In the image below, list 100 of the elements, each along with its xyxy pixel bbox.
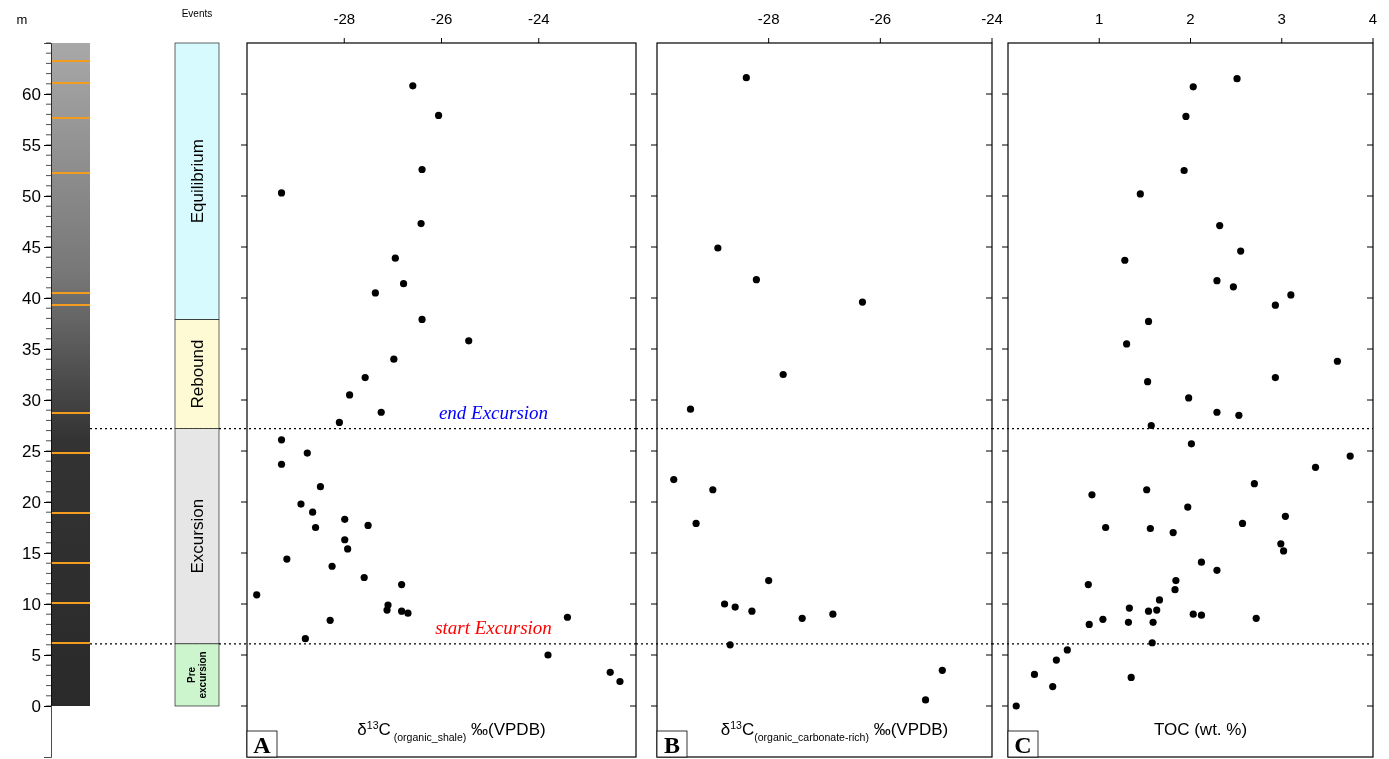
point (1155, 596, 1164, 604)
point (328, 562, 336, 570)
series-label: Pre excursion (186, 651, 208, 699)
point (921, 696, 930, 704)
annotation: C (1014, 732, 1032, 758)
point (714, 244, 722, 252)
point (1189, 83, 1197, 91)
point (1216, 221, 1224, 230)
point (1180, 166, 1188, 175)
point (1250, 480, 1258, 488)
point (311, 523, 320, 532)
point (1125, 604, 1133, 612)
point (283, 555, 291, 563)
point (277, 460, 286, 468)
point (316, 483, 325, 491)
point (692, 519, 700, 528)
point (1346, 452, 1354, 460)
point (720, 600, 729, 608)
y-tick-label: 60 (22, 84, 41, 104)
ref-line-label: start Excursion (435, 616, 552, 638)
point (1084, 581, 1092, 589)
point (1146, 524, 1154, 533)
point (1102, 523, 1110, 532)
point (1271, 373, 1279, 382)
annotation: A (253, 732, 272, 758)
x-tick-label: -26 (430, 10, 453, 27)
series-label: Equilibrium (187, 139, 207, 224)
point (563, 613, 572, 621)
point (1229, 283, 1237, 291)
y-axis-title: m (16, 12, 28, 27)
point (277, 189, 286, 197)
point (1185, 394, 1193, 402)
point (404, 609, 412, 617)
y-tick-label: 55 (22, 135, 41, 155)
point (1085, 620, 1093, 628)
point (301, 635, 309, 643)
point (1127, 673, 1135, 682)
point (1147, 421, 1155, 430)
point (303, 449, 311, 457)
y-tick-label: 35 (22, 339, 41, 359)
point (344, 545, 352, 553)
point (1189, 610, 1197, 618)
point (1287, 291, 1295, 299)
point (1088, 491, 1096, 499)
point (1148, 639, 1156, 647)
point (417, 219, 425, 228)
point (1235, 411, 1243, 419)
x-tick-label: -24 (981, 10, 1003, 27)
point (1063, 646, 1071, 654)
point (731, 603, 739, 611)
y-tick-label: 10 (22, 594, 41, 614)
point (1197, 611, 1206, 619)
point (1252, 614, 1260, 622)
point (1184, 503, 1192, 511)
point (1136, 190, 1144, 198)
x-tick-label: -28 (757, 10, 780, 27)
point (829, 610, 837, 618)
x-axis-title: δ$^{13}$C$_{(organic_carbonate-rich)}$ ‰(VPDB) (720, 719, 949, 743)
point (409, 82, 417, 90)
y-tick-label: 20 (22, 492, 41, 512)
series-label: Excursion (187, 498, 207, 574)
point (1281, 512, 1289, 520)
point (1277, 540, 1285, 548)
point (1213, 277, 1221, 285)
point (1121, 256, 1129, 264)
point (1213, 566, 1221, 574)
point (277, 436, 286, 444)
y-tick-label: 5 (31, 645, 41, 665)
point (752, 276, 760, 284)
point (1171, 586, 1179, 594)
y-tick-label: 50 (22, 186, 41, 206)
y-tick-label: 45 (22, 237, 41, 257)
point (1144, 378, 1152, 386)
point (377, 408, 385, 416)
point (1149, 618, 1157, 626)
point (341, 536, 349, 544)
point (1144, 317, 1153, 326)
x-tick-label: 3 (1277, 10, 1286, 27)
point (1237, 247, 1245, 255)
point (1187, 440, 1196, 448)
point (606, 668, 614, 676)
point (341, 515, 349, 523)
point (686, 405, 695, 413)
point (434, 111, 443, 120)
point (1169, 529, 1177, 537)
point (726, 641, 734, 649)
point (360, 573, 368, 582)
point (399, 280, 408, 288)
x-axis-title: TOC (wt. %) (1153, 720, 1248, 739)
point (297, 500, 305, 508)
chart-title: Events (181, 8, 213, 19)
point (779, 370, 787, 379)
point (1197, 558, 1206, 566)
point (1182, 112, 1190, 121)
x-axis-title: δ$^{13}$C $_{(organic_shale)}$ ‰(VPDB) (357, 719, 546, 743)
x-tick-label: 4 (1368, 10, 1378, 27)
point (1333, 357, 1342, 365)
point (418, 165, 426, 174)
point (798, 614, 806, 622)
point (1049, 683, 1057, 691)
